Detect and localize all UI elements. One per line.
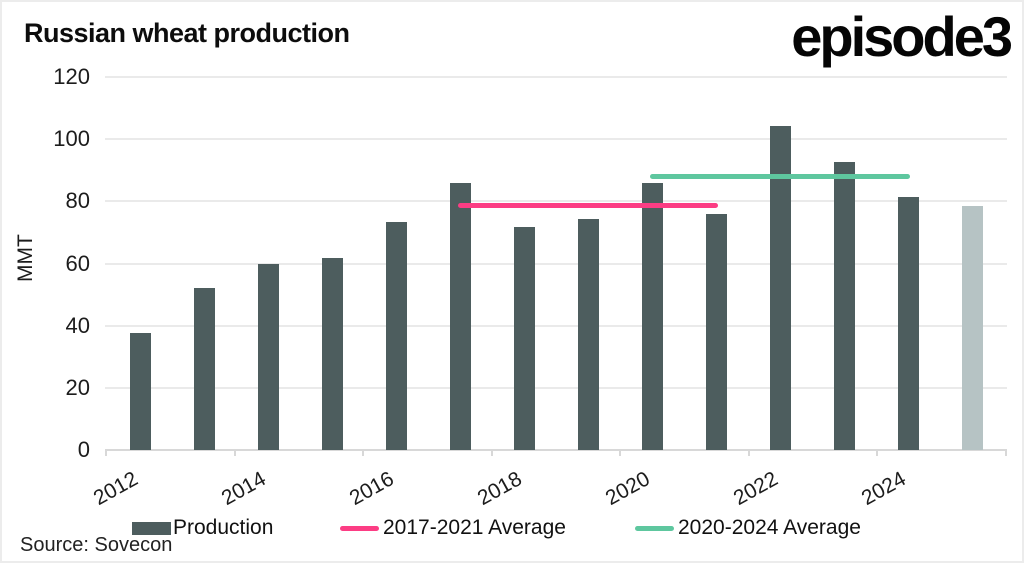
y-tick-label-20: 20 [65, 374, 90, 400]
bar-2021 [705, 214, 727, 450]
gridline-y40 [105, 324, 1007, 327]
x-axis-tick [233, 450, 236, 456]
legend-label: 2017-2021 Average [383, 516, 566, 539]
x-axis-tick [1005, 450, 1007, 456]
bar-2014 [257, 264, 279, 450]
source-note: Source: Sovecon [20, 534, 173, 556]
episode3-logo: episode3 [791, 5, 1013, 68]
bar-2024 [897, 196, 919, 450]
legend-swatch-line [340, 525, 379, 531]
x-axis-tick [362, 450, 365, 456]
gridline-y60 [105, 262, 1007, 265]
bar-2017 [449, 182, 471, 450]
legend-item-2017-2021: 2017-2021 Average [340, 516, 566, 540]
gridline-y20 [105, 386, 1007, 389]
bar-2020 [641, 182, 663, 450]
x-axis-line [105, 449, 1007, 451]
bar-2012 [129, 332, 151, 450]
legend-swatch-rect [132, 521, 171, 535]
y-tick-label-100: 100 [53, 126, 90, 152]
avg-line-2017-2021 [458, 202, 718, 208]
legend-label: Production [173, 516, 274, 539]
y-tick-label-0: 0 [77, 437, 90, 462]
bar-2023 [833, 161, 855, 450]
avg-line-2020-2024 [650, 173, 910, 179]
y-tick-label-80: 80 [65, 188, 90, 214]
legend-swatch-line [635, 525, 674, 531]
bar-2018 [513, 227, 535, 450]
x-tick-label-2018: 2018 [473, 467, 526, 510]
bar-2016 [385, 222, 407, 450]
bar-2022 [769, 126, 791, 450]
gridline-y120 [105, 76, 1007, 78]
x-axis-tick [619, 450, 622, 456]
x-axis-tick [105, 450, 107, 456]
bar-2025 [961, 205, 983, 450]
x-tick-label-2020: 2020 [601, 467, 654, 510]
legend-label: 2020-2024 Average [678, 516, 861, 539]
legend-item-production: Production [132, 516, 273, 540]
y-tick-label-120: 120 [53, 64, 90, 89]
gridline-y80 [105, 200, 1007, 203]
x-axis-tick [490, 450, 493, 456]
bar-2013 [193, 288, 215, 450]
x-axis-tick [876, 450, 879, 456]
x-tick-label-2022: 2022 [729, 467, 782, 510]
bar-2015 [321, 257, 343, 450]
x-tick-label-2024: 2024 [857, 467, 910, 510]
chart-title: Russian wheat production [24, 18, 350, 48]
x-tick-label-2016: 2016 [345, 467, 398, 510]
y-tick-label-60: 60 [65, 250, 90, 276]
x-axis-tick [747, 450, 750, 456]
y-tick-label-40: 40 [65, 312, 90, 338]
legend-item-2020-2024: 2020-2024 Average [635, 516, 861, 540]
x-tick-label-2014: 2014 [217, 467, 270, 510]
x-tick-label-2012: 2012 [89, 467, 142, 510]
gridline-y100 [105, 138, 1007, 141]
bar-2019 [577, 218, 599, 450]
